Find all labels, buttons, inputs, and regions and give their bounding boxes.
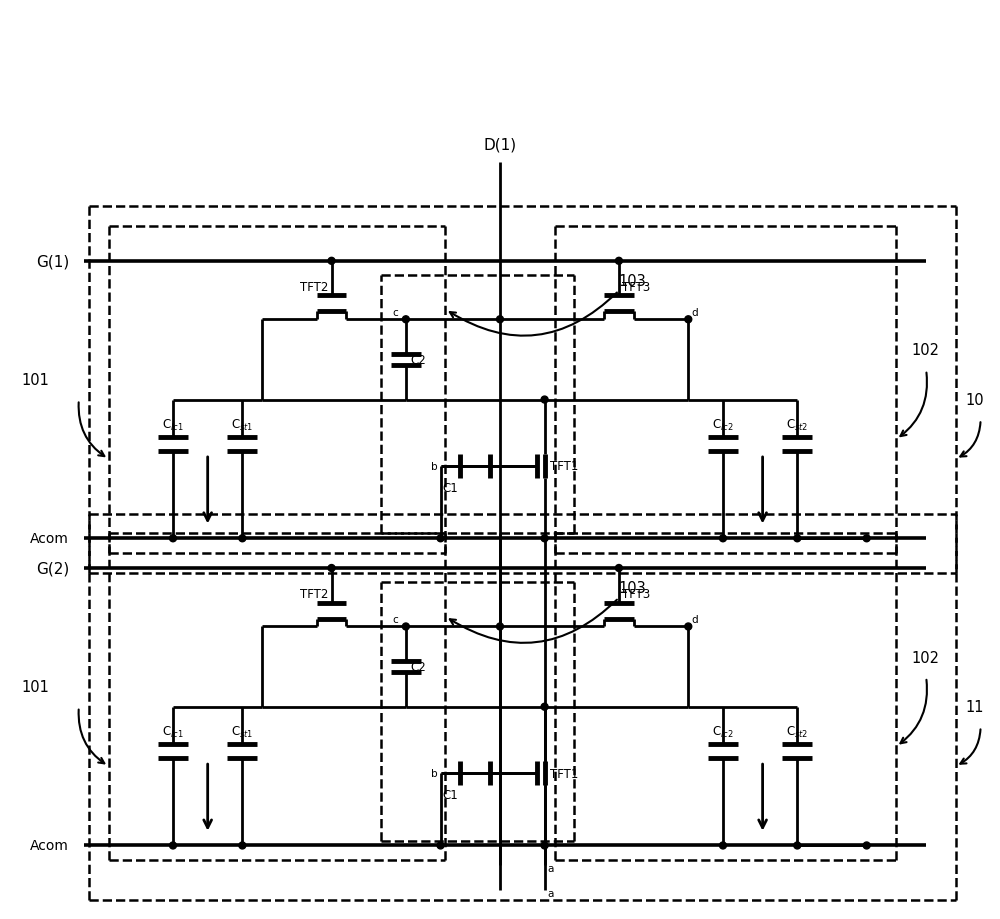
Circle shape xyxy=(719,842,726,849)
Circle shape xyxy=(794,842,801,849)
Circle shape xyxy=(437,535,444,542)
Text: D(1): D(1) xyxy=(483,138,517,153)
Circle shape xyxy=(497,623,503,630)
Text: TFT2: TFT2 xyxy=(300,587,329,600)
Text: b: b xyxy=(431,768,438,778)
Circle shape xyxy=(541,842,548,849)
Text: C$_{st2}$: C$_{st2}$ xyxy=(786,418,808,433)
Circle shape xyxy=(497,316,503,323)
Text: TFT3: TFT3 xyxy=(622,587,650,600)
Text: c: c xyxy=(392,615,398,625)
Circle shape xyxy=(402,316,409,323)
Text: C1: C1 xyxy=(443,789,458,801)
Text: c: c xyxy=(392,308,398,318)
Circle shape xyxy=(794,535,801,542)
Text: 103: 103 xyxy=(619,581,647,596)
Text: C$_{lc1}$: C$_{lc1}$ xyxy=(162,418,184,433)
Text: C$_{st1}$: C$_{st1}$ xyxy=(231,724,254,740)
Circle shape xyxy=(170,535,176,542)
Circle shape xyxy=(437,842,444,849)
Circle shape xyxy=(402,623,409,630)
Text: C2: C2 xyxy=(411,661,427,674)
Circle shape xyxy=(719,535,726,542)
Text: TFT1: TFT1 xyxy=(550,460,578,473)
Text: 101: 101 xyxy=(21,680,49,695)
Text: Acom: Acom xyxy=(30,532,69,546)
Text: 11: 11 xyxy=(966,699,984,714)
Text: C$_{st2}$: C$_{st2}$ xyxy=(786,724,808,740)
Circle shape xyxy=(541,704,548,710)
Text: Acom: Acom xyxy=(30,838,69,853)
Circle shape xyxy=(863,535,870,542)
Text: G(1): G(1) xyxy=(36,254,69,269)
Circle shape xyxy=(239,842,246,849)
Circle shape xyxy=(685,623,692,630)
Circle shape xyxy=(615,258,622,265)
Text: C1: C1 xyxy=(443,482,458,494)
Text: d: d xyxy=(691,615,698,625)
Text: C$_{lc2}$: C$_{lc2}$ xyxy=(712,724,734,740)
Text: G(2): G(2) xyxy=(36,561,69,576)
Text: C2: C2 xyxy=(411,354,427,367)
Text: C$_{lc1}$: C$_{lc1}$ xyxy=(162,724,184,740)
Circle shape xyxy=(328,258,335,265)
Text: TFT2: TFT2 xyxy=(300,280,329,293)
Text: a: a xyxy=(548,863,554,873)
Circle shape xyxy=(239,535,246,542)
Text: TFT3: TFT3 xyxy=(622,280,650,293)
Circle shape xyxy=(863,842,870,849)
Circle shape xyxy=(541,535,548,542)
Text: 102: 102 xyxy=(911,650,939,665)
Text: d: d xyxy=(691,308,698,318)
Circle shape xyxy=(541,397,548,403)
Text: TFT1: TFT1 xyxy=(550,766,578,780)
Circle shape xyxy=(328,565,335,572)
Text: b: b xyxy=(431,461,438,471)
Circle shape xyxy=(685,316,692,323)
Text: a: a xyxy=(548,888,554,898)
Text: 102: 102 xyxy=(911,343,939,358)
Text: 101: 101 xyxy=(21,373,49,388)
Circle shape xyxy=(170,842,176,849)
Text: C$_{st1}$: C$_{st1}$ xyxy=(231,418,254,433)
Text: 103: 103 xyxy=(619,274,647,289)
Circle shape xyxy=(615,565,622,572)
Text: 10: 10 xyxy=(966,392,984,408)
Text: C$_{lc2}$: C$_{lc2}$ xyxy=(712,418,734,433)
